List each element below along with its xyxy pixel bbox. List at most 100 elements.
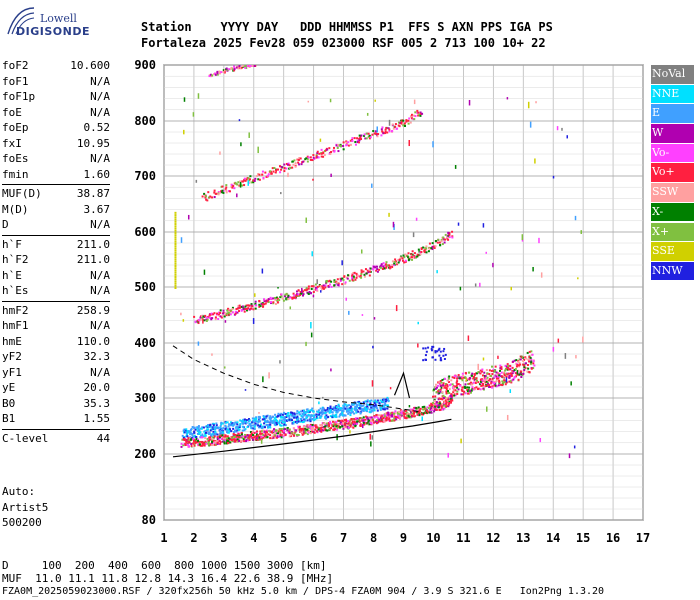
e-spread-trace-point xyxy=(296,415,299,418)
second-hop-trace-point xyxy=(336,278,339,281)
third-hop-trace-point xyxy=(255,175,258,178)
first-hop-upper-trace-point xyxy=(444,384,447,387)
first-hop-upper-trace-point xyxy=(459,377,462,380)
e-spread-trace-point xyxy=(241,422,244,425)
second-hop-trace-point xyxy=(321,285,324,288)
first-hop-trace-point xyxy=(242,438,245,441)
third-hop-trace-point xyxy=(254,177,257,180)
first-hop-upper-trace-point xyxy=(514,367,517,370)
noise-point xyxy=(371,380,374,387)
nnw-cluster-point xyxy=(438,354,441,357)
e-spread-trace-point xyxy=(211,432,214,435)
third-hop-trace-point xyxy=(248,179,251,182)
first-hop-trace-point xyxy=(293,432,296,435)
first-hop-upper-trace-point xyxy=(487,379,490,382)
first-hop-trace-point xyxy=(311,428,314,431)
second-hop-trace-point xyxy=(258,305,261,308)
fourth-hop-trace-point xyxy=(246,65,249,67)
first-hop-trace-point xyxy=(224,435,227,438)
second-hop-trace-point xyxy=(276,299,279,302)
param-row-b1: B1 1.55 xyxy=(2,411,110,427)
first-hop-trace-point xyxy=(437,406,440,409)
e-spread-trace-point xyxy=(249,425,252,428)
first-hop-trace-point xyxy=(348,420,351,423)
first-hop-upper-trace-point xyxy=(435,383,438,386)
second-hop-trace-point xyxy=(296,293,299,296)
first-hop-trace-point xyxy=(372,419,375,422)
first-hop-trace-point xyxy=(448,400,451,403)
param-value: N/A xyxy=(90,284,110,297)
second-hop-trace-point xyxy=(428,247,431,250)
e-spread-trace-point xyxy=(334,408,337,411)
e-spread-trace-point xyxy=(258,419,261,422)
e-spread-trace-point xyxy=(259,423,262,426)
first-hop-trace-point xyxy=(236,440,239,443)
second-hop-trace-point xyxy=(401,257,404,260)
e-spread-trace-point xyxy=(307,419,310,422)
third-hop-trace-point xyxy=(221,191,224,194)
e-spread-trace-point xyxy=(358,407,361,410)
noise-point xyxy=(219,151,221,155)
first-hop-trace-point xyxy=(387,411,390,414)
e-spread-trace-point xyxy=(368,404,371,407)
e-spread-trace-point xyxy=(201,434,204,437)
second-hop-trace-point xyxy=(234,310,237,313)
first-hop-trace-point xyxy=(387,413,390,416)
noise-point xyxy=(467,335,470,341)
third-hop-trace-point xyxy=(214,192,217,195)
third-hop-trace-point xyxy=(201,195,204,198)
first-hop-upper-trace-point xyxy=(464,383,467,386)
third-hop-trace-point xyxy=(306,157,309,160)
first-hop-upper-trace-point xyxy=(517,372,520,375)
second-hop-trace-point xyxy=(242,308,245,311)
e-spread-trace-point xyxy=(372,407,375,410)
third-hop-trace-point xyxy=(400,119,403,122)
sse-strip-point xyxy=(174,227,177,230)
e-spread-trace-point xyxy=(196,430,199,433)
first-hop-trace-point xyxy=(338,419,341,422)
first-hop-trace-point xyxy=(341,425,344,428)
first-hop-upper-trace-point xyxy=(473,379,476,382)
e-spread-trace-point xyxy=(297,418,300,421)
second-hop-trace-point xyxy=(267,299,270,302)
first-hop-trace-point xyxy=(231,440,234,443)
legend-item-w: W xyxy=(651,124,694,143)
e-spread-trace-point xyxy=(345,405,348,408)
third-hop-trace-point xyxy=(267,173,270,176)
e-spread-trace-point xyxy=(236,423,239,426)
param-label: h`F xyxy=(2,237,22,251)
noise-point xyxy=(247,180,249,186)
e-spread-trace-point xyxy=(267,424,270,427)
second-hop-trace-point xyxy=(397,261,400,264)
first-hop-trace-point xyxy=(233,439,236,442)
first-hop-trace-point xyxy=(275,432,278,435)
second-hop-trace-point xyxy=(344,282,347,285)
third-hop-trace-point xyxy=(299,157,302,160)
param-label: B1 xyxy=(2,412,16,425)
e-spread-trace-point xyxy=(337,408,340,411)
first-hop-trace-point xyxy=(398,416,401,419)
e-spread-trace-point xyxy=(331,408,334,411)
first-hop-upper-trace-point xyxy=(463,385,466,388)
first-hop-trace-point xyxy=(309,427,312,430)
first-hop-trace-point xyxy=(419,407,422,410)
e-spread-trace-point xyxy=(296,410,299,413)
third-hop-trace-point xyxy=(399,121,402,124)
e-spread-trace-point xyxy=(215,424,218,427)
first-hop-upper-trace-point xyxy=(493,369,496,372)
third-hop-trace-point xyxy=(320,155,323,158)
first-hop-trace-point xyxy=(272,430,275,433)
first-hop-trace-point xyxy=(399,418,402,421)
first-hop-upper-trace-point xyxy=(509,368,512,371)
first-hop-trace-point xyxy=(198,443,201,446)
first-hop-trace-point xyxy=(229,441,232,444)
first-hop-upper-trace-point xyxy=(525,362,528,365)
third-hop-trace-point xyxy=(359,135,362,138)
first-hop-trace-point xyxy=(331,420,334,423)
first-hop-trace-point xyxy=(239,439,242,442)
second-hop-trace-point xyxy=(374,266,377,269)
first-hop-upper-trace-point xyxy=(455,381,458,384)
noise-point xyxy=(307,100,310,103)
first-hop-upper-trace-point xyxy=(469,391,472,394)
fourth-hop-trace-point xyxy=(239,67,242,70)
